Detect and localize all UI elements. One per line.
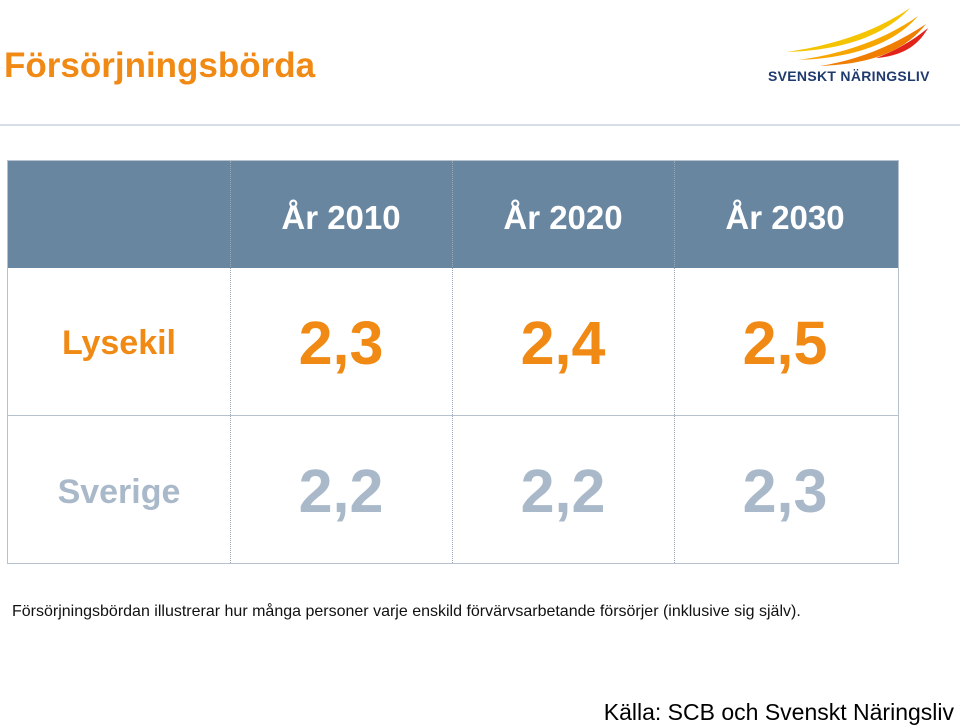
table-header-row	[8, 161, 898, 268]
column-separator	[674, 161, 675, 563]
logo-text: SVENSKT NÄRINGSLIV	[768, 68, 930, 84]
row-separator	[8, 415, 898, 416]
svenskt-naringsliv-logo: SVENSKT NÄRINGSLIV	[762, 2, 952, 88]
page-title: Försörjningsbörda	[4, 46, 316, 85]
column-separator	[230, 161, 231, 563]
divider	[0, 124, 960, 126]
column-header-2030: År 2030	[725, 199, 845, 236]
row-label-lysekil: Lysekil	[61, 324, 177, 362]
table-cell: 2,2	[520, 457, 606, 525]
column-header-2010: År 2010	[281, 199, 401, 236]
table-cell: 2,3	[298, 309, 384, 377]
row-label-sverige: Sverige	[57, 473, 181, 511]
source-text: Källa: SCB och Svenskt Näringsliv	[603, 699, 954, 725]
column-separator	[452, 161, 453, 563]
table-cell: 2,4	[520, 309, 606, 377]
data-table: År 2010 År 2020 År 2030 Lysekil 2,3 2,4 …	[7, 160, 899, 564]
table-cell: 2,3	[742, 457, 828, 525]
footnote: Försörjningsbördan illustrerar hur många…	[12, 603, 801, 620]
table-cell: 2,5	[742, 309, 828, 377]
bird-wings-icon	[786, 8, 928, 66]
table-cell: 2,2	[298, 457, 384, 525]
column-header-2020: År 2020	[503, 199, 623, 236]
